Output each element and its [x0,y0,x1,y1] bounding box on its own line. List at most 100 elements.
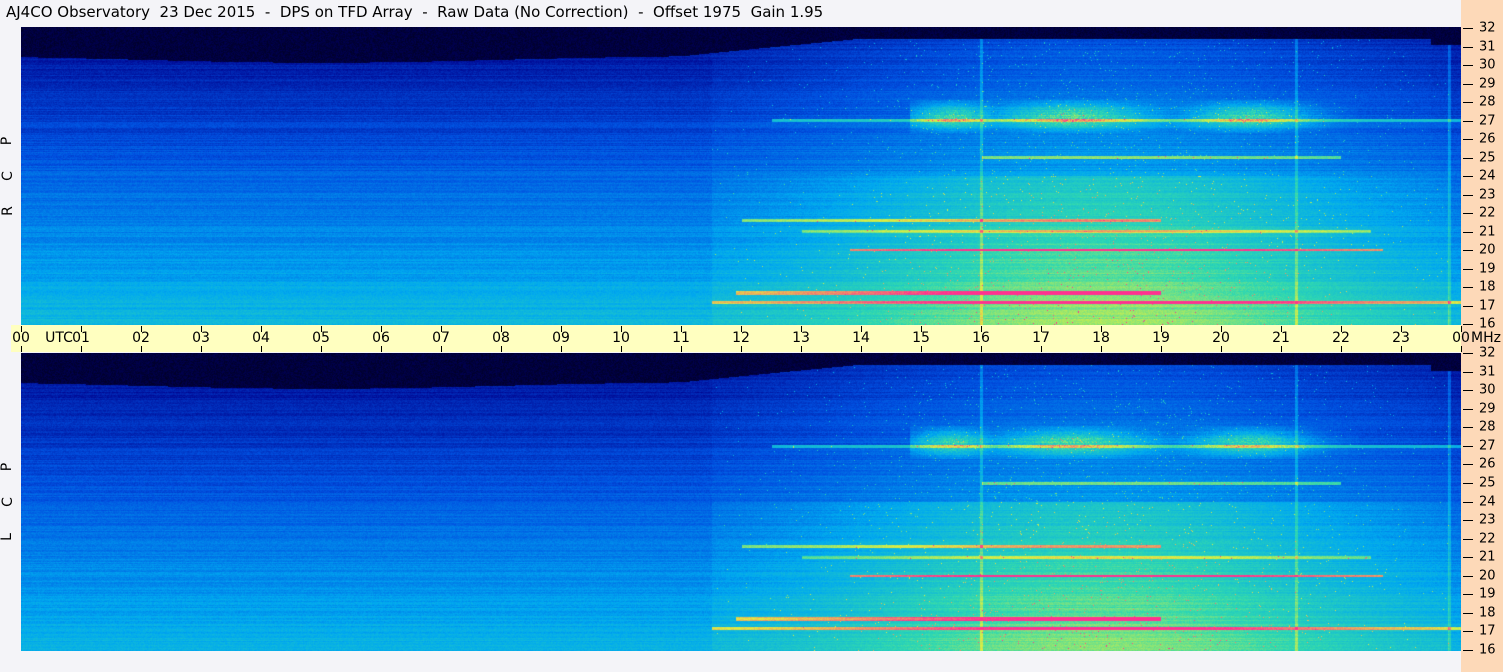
time-tick [261,346,262,352]
time-tick-label: 16 [972,330,990,346]
panel-label-letter: P [0,462,16,472]
frequency-tick [1463,287,1473,288]
time-tick [741,346,742,352]
frequency-tick-label: 27 [1479,438,1496,454]
frequency-tick [1463,213,1473,214]
panel-label-letter: C [0,171,16,181]
frequency-tick [1463,250,1473,251]
time-tick [441,326,442,332]
frequency-tick-label: 24 [1479,168,1496,184]
time-tick-label: 09 [552,330,570,346]
time-tick [261,326,262,332]
time-tick [861,326,862,332]
frequency-tick [1463,650,1473,651]
time-unit-label: UTC [45,330,73,346]
time-tick-label: 01 [72,330,90,346]
time-tick [381,346,382,352]
time-tick [861,346,862,352]
frequency-tick-label: 29 [1479,401,1496,417]
time-tick-label: 02 [132,330,150,346]
frequency-tick [1463,612,1473,614]
frequency-tick [1463,83,1473,85]
frequency-tick [1463,520,1473,522]
time-tick [981,346,982,352]
time-tick [1401,346,1402,352]
frequency-tick [1463,427,1473,429]
time-tick [21,326,22,332]
time-tick [561,346,562,352]
time-tick-label: 19 [1152,330,1170,346]
frequency-tick-label: 19 [1479,586,1496,602]
frequency-tick [1463,268,1473,270]
frequency-tick-label: 21 [1479,549,1496,565]
time-tick [141,326,142,332]
frequency-tick [1463,102,1473,103]
frequency-tick [1463,324,1473,325]
frequency-tick-label: 25 [1479,150,1496,165]
time-tick-label: 14 [852,330,870,346]
time-tick-label: 17 [1032,330,1050,346]
frequency-tick [1463,231,1473,233]
frequency-tick-label: 18 [1479,279,1496,295]
heatmap-canvas-lcp [21,353,1461,651]
time-tick-label: 00 [1452,330,1470,346]
panel-label-letter: L [0,533,15,541]
time-tick-label: 03 [192,330,210,346]
heatmap-canvas-rcp [21,27,1461,325]
frequency-tick-label: 26 [1479,131,1496,147]
time-tick [981,326,982,332]
frequency-tick [1463,65,1473,66]
frequency-tick-label: 17 [1479,298,1496,313]
time-tick [1041,326,1042,332]
time-tick [501,326,502,332]
chart-title: AJ4CO Observatory 23 Dec 2015 - DPS on T… [6,3,824,21]
time-tick [1101,326,1102,332]
panel-label-letter: P [0,136,16,146]
frequency-tick-label: 22 [1479,531,1496,547]
frequency-tick-label: 30 [1479,57,1496,73]
frequency-tick-label: 20 [1479,242,1496,258]
frequency-tick-label: 27 [1479,113,1496,128]
frequency-tick-label: 24 [1479,494,1496,509]
frequency-tick-label: 30 [1479,382,1496,398]
frequency-tick-label: 23 [1479,512,1496,528]
time-tick [741,326,742,332]
time-tick-label: 20 [1212,330,1230,346]
frequency-tick [1463,631,1473,633]
time-tick [801,326,802,332]
time-tick [81,346,82,352]
time-tick-label: 07 [432,330,450,346]
time-tick-label: 23 [1392,330,1410,346]
time-tick [381,326,382,332]
time-tick [1341,326,1342,332]
time-tick [1041,346,1042,352]
time-tick-label: 21 [1272,330,1290,346]
frequency-tick [1463,194,1473,196]
time-tick [201,346,202,352]
time-tick [21,346,22,352]
time-tick [1281,346,1282,352]
frequency-tick [1463,46,1473,48]
frequency-tick-label: 31 [1479,39,1496,54]
time-tick [441,346,442,352]
time-tick [1401,326,1402,332]
time-tick [501,346,502,352]
time-tick-label: 04 [252,330,270,346]
time-tick [801,346,802,352]
frequency-tick [1463,594,1473,596]
time-tick [81,326,82,332]
time-tick [1281,326,1282,332]
time-tick [321,326,322,332]
frequency-tick [1463,157,1473,159]
time-tick [141,346,142,352]
frequency-tick-label: 29 [1479,76,1496,91]
frequency-tick [1463,176,1473,177]
time-tick [1221,346,1222,352]
frequency-tick [1463,353,1473,354]
panel-label-letter: R [0,206,16,216]
frequency-tick-label: 28 [1479,94,1496,110]
time-tick [321,346,322,352]
time-tick-label: 15 [912,330,930,346]
frequency-tick [1463,482,1473,484]
time-tick [621,346,622,352]
